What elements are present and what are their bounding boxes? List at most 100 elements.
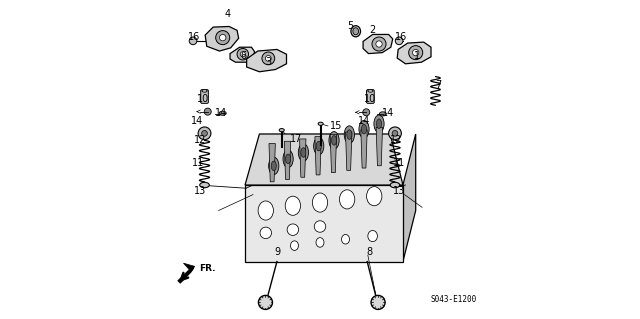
Ellipse shape	[376, 119, 381, 129]
Text: S043-E1200: S043-E1200	[430, 295, 476, 304]
Polygon shape	[269, 144, 275, 182]
Ellipse shape	[287, 224, 299, 235]
Ellipse shape	[359, 121, 369, 138]
Polygon shape	[246, 49, 287, 72]
Circle shape	[259, 295, 273, 309]
Circle shape	[266, 56, 271, 61]
Circle shape	[363, 109, 370, 116]
Text: 12: 12	[390, 135, 402, 145]
Ellipse shape	[368, 90, 373, 92]
Text: 1: 1	[414, 51, 420, 61]
Ellipse shape	[291, 241, 298, 250]
Circle shape	[371, 295, 385, 309]
Circle shape	[240, 52, 245, 57]
Circle shape	[396, 37, 403, 45]
Ellipse shape	[353, 28, 358, 35]
Ellipse shape	[362, 124, 367, 134]
Polygon shape	[178, 263, 195, 283]
Polygon shape	[315, 137, 321, 175]
Polygon shape	[346, 132, 352, 170]
Ellipse shape	[258, 201, 273, 220]
Text: 2: 2	[369, 25, 376, 35]
Text: FR.: FR.	[199, 264, 215, 273]
Ellipse shape	[342, 234, 349, 244]
Ellipse shape	[314, 137, 324, 155]
Circle shape	[202, 130, 207, 136]
Polygon shape	[397, 42, 431, 64]
Ellipse shape	[285, 196, 301, 215]
Circle shape	[409, 46, 422, 60]
Polygon shape	[363, 34, 393, 54]
Circle shape	[216, 31, 230, 45]
Polygon shape	[300, 139, 306, 177]
FancyBboxPatch shape	[367, 90, 374, 103]
Ellipse shape	[271, 161, 276, 171]
Circle shape	[220, 34, 226, 41]
Text: 5: 5	[347, 20, 353, 31]
Ellipse shape	[339, 190, 355, 209]
Polygon shape	[361, 130, 367, 168]
Text: 10: 10	[364, 94, 376, 104]
Ellipse shape	[380, 112, 387, 116]
Text: 14: 14	[191, 116, 203, 126]
Circle shape	[262, 52, 275, 65]
Text: 14: 14	[215, 108, 227, 118]
Ellipse shape	[318, 122, 323, 125]
FancyBboxPatch shape	[201, 90, 209, 103]
Circle shape	[204, 108, 211, 115]
Text: 11: 11	[193, 158, 205, 168]
Ellipse shape	[390, 182, 400, 188]
Circle shape	[237, 48, 248, 60]
Text: 16: 16	[395, 32, 407, 42]
Text: 3: 3	[266, 57, 272, 67]
Ellipse shape	[344, 126, 355, 144]
Circle shape	[372, 37, 386, 51]
Ellipse shape	[301, 148, 306, 157]
Text: 8: 8	[366, 247, 372, 257]
Ellipse shape	[368, 230, 378, 242]
Ellipse shape	[351, 26, 360, 37]
Text: 9: 9	[275, 247, 281, 257]
Text: 17: 17	[290, 134, 302, 144]
Polygon shape	[245, 185, 403, 262]
Ellipse shape	[269, 157, 279, 175]
Ellipse shape	[283, 150, 293, 168]
Polygon shape	[330, 134, 337, 173]
Ellipse shape	[200, 182, 209, 188]
Ellipse shape	[312, 193, 328, 212]
Circle shape	[376, 41, 382, 47]
Text: 14: 14	[381, 108, 394, 118]
Circle shape	[413, 49, 419, 56]
Text: 13: 13	[194, 186, 206, 197]
Polygon shape	[284, 141, 291, 180]
Ellipse shape	[332, 136, 337, 145]
Text: 7: 7	[435, 79, 441, 90]
Text: 10: 10	[197, 94, 209, 104]
Polygon shape	[230, 47, 255, 62]
Text: 14: 14	[358, 116, 371, 126]
Text: 4: 4	[224, 9, 230, 19]
Circle shape	[189, 37, 197, 45]
Ellipse shape	[314, 221, 326, 232]
Circle shape	[388, 127, 401, 140]
Polygon shape	[376, 128, 383, 166]
Ellipse shape	[285, 154, 291, 164]
Polygon shape	[245, 134, 403, 185]
Ellipse shape	[347, 130, 352, 139]
Text: 6: 6	[240, 51, 246, 61]
Ellipse shape	[316, 238, 324, 247]
Ellipse shape	[279, 129, 284, 132]
Ellipse shape	[298, 144, 308, 161]
Text: 11: 11	[394, 158, 406, 168]
Circle shape	[392, 130, 398, 136]
Polygon shape	[403, 134, 416, 262]
Ellipse shape	[367, 187, 382, 206]
Ellipse shape	[374, 115, 384, 133]
Polygon shape	[205, 26, 239, 51]
Ellipse shape	[316, 141, 321, 151]
Ellipse shape	[202, 90, 207, 92]
Ellipse shape	[260, 227, 271, 239]
Ellipse shape	[329, 132, 339, 149]
Text: 12: 12	[194, 135, 206, 145]
Text: 15: 15	[330, 121, 342, 131]
